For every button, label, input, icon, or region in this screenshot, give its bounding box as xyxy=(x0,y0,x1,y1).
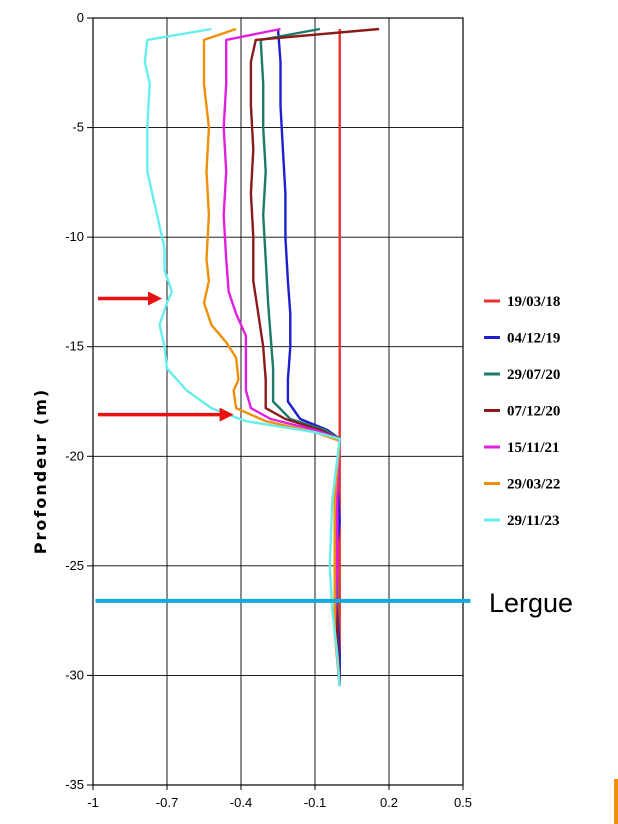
y-tick-label: -10 xyxy=(65,229,84,244)
x-tick-label: -0.1 xyxy=(304,795,326,810)
x-axis-ticks: -1 -0.7 -0.4 -0.1 0.2 0.5 xyxy=(87,785,472,810)
y-axis-label: Profondeur (m) xyxy=(31,388,50,554)
legend-label: 15/11/21 xyxy=(507,440,560,456)
y-tick-label: -15 xyxy=(65,339,84,354)
chart-legend: 19/03/18 04/12/19 29/07/20 07/12/20 15/11/21… xyxy=(484,294,560,529)
series-line xyxy=(202,27,341,687)
x-tick-label: -0.7 xyxy=(156,795,178,810)
legend-label: 19/03/18 xyxy=(507,294,560,310)
x-tick-label: 0.2 xyxy=(380,795,398,810)
red-arrow-head xyxy=(219,407,234,422)
legend-label: 29/11/23 xyxy=(507,513,560,529)
y-axis-ticks: 0 -5 -10 -15 -20 -25 -30 -35 xyxy=(65,10,93,792)
y-tick-label: -5 xyxy=(72,120,84,135)
y-tick-label: -30 xyxy=(65,667,84,682)
y-tick-label: -25 xyxy=(65,558,84,573)
legend-label: 07/12/20 xyxy=(507,404,560,420)
x-tick-label: -1 xyxy=(87,795,99,810)
orange-corner-mark xyxy=(614,779,618,824)
red-arrow-head xyxy=(148,291,163,306)
x-tick-label: 0.5 xyxy=(454,795,472,810)
series-line xyxy=(143,27,341,687)
chart-series xyxy=(143,27,380,687)
lergue-label: Lergue xyxy=(489,588,573,618)
y-tick-label: -35 xyxy=(65,777,84,792)
series-line xyxy=(222,27,341,687)
x-tick-label: -0.4 xyxy=(230,795,252,810)
y-tick-label: 0 xyxy=(77,10,84,25)
y-tick-label: -20 xyxy=(65,448,84,463)
legend-label: 29/07/20 xyxy=(507,367,560,383)
legend-label: 29/03/22 xyxy=(507,477,560,493)
chart-grid xyxy=(92,17,464,786)
chart-annotations xyxy=(95,291,471,603)
legend-label: 04/12/19 xyxy=(507,331,560,347)
